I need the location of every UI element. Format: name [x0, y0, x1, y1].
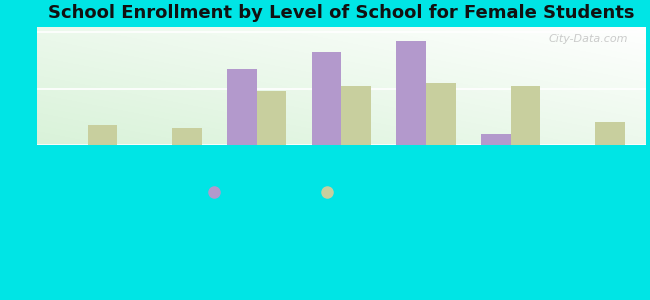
- Bar: [257, 92, 287, 145]
- Text: City-Data.com: City-Data.com: [548, 34, 627, 44]
- Bar: [341, 86, 371, 145]
- Bar: [172, 128, 202, 145]
- Legend: Mound City, Illinois: Mound City, Illinois: [196, 181, 389, 204]
- Bar: [227, 69, 257, 145]
- Bar: [426, 83, 456, 145]
- Bar: [481, 134, 510, 145]
- Title: School Enrollment by Level of School for Female Students: School Enrollment by Level of School for…: [48, 4, 634, 22]
- Bar: [510, 86, 540, 145]
- Bar: [396, 40, 426, 145]
- Bar: [312, 52, 341, 145]
- Bar: [88, 125, 117, 145]
- Bar: [595, 122, 625, 145]
